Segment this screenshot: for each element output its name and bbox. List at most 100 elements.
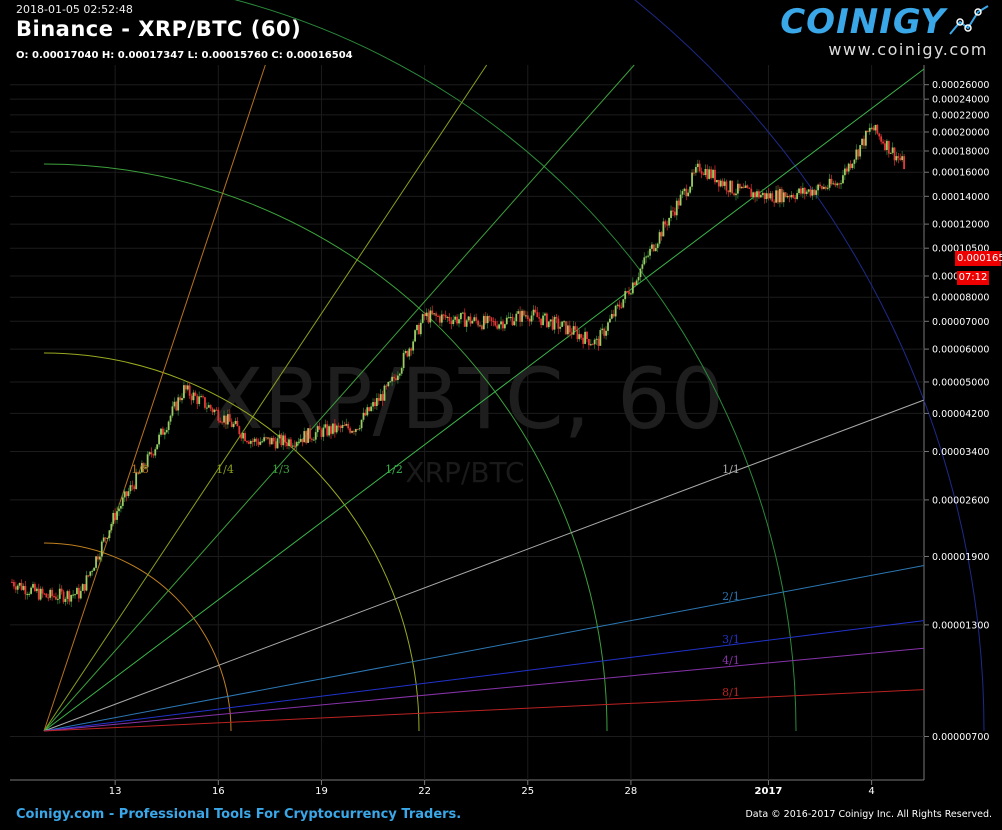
candle-body <box>419 322 422 335</box>
candle-body <box>874 124 877 131</box>
candle-body <box>887 140 890 154</box>
candle-body <box>469 316 472 324</box>
candle-body <box>769 193 772 199</box>
candle-body <box>775 190 778 203</box>
candle-body <box>261 441 264 443</box>
gann-fan-line <box>43 68 925 732</box>
candle-body <box>700 171 703 174</box>
candle-body <box>557 318 560 329</box>
candle-body <box>758 191 760 198</box>
candle-body <box>64 598 67 602</box>
candle-body <box>673 211 676 216</box>
candle-body <box>509 316 512 318</box>
candle-body <box>631 282 634 294</box>
candle-body <box>332 423 334 434</box>
price-tick-label: 0.00014000 <box>932 192 989 203</box>
candle-body <box>188 385 191 396</box>
candle-body <box>853 159 856 164</box>
candle-body <box>444 314 447 318</box>
candle-body <box>505 317 508 325</box>
candle-body <box>102 537 105 542</box>
candle-body <box>523 310 525 316</box>
candle-body <box>412 341 415 351</box>
candle-body <box>116 511 118 520</box>
candle-body <box>238 426 241 435</box>
candle-body <box>475 317 478 321</box>
candle-body <box>786 196 789 198</box>
price-tick-label: 0.00010500 <box>932 244 989 255</box>
candle-body <box>93 567 96 571</box>
gann-arc <box>43 542 232 732</box>
candle-body <box>385 385 388 387</box>
candle-body <box>723 181 726 186</box>
candle-body <box>163 432 166 435</box>
candle-body <box>532 309 535 316</box>
gann-fan-line <box>43 647 925 732</box>
candle-body <box>282 435 285 446</box>
time-tick-label: 4 <box>868 786 874 797</box>
time-axis[interactable]: 13 16 19 22 25 28 2017 4 <box>109 780 875 797</box>
candle-body <box>719 180 722 187</box>
candle-body <box>24 585 27 595</box>
candle-body <box>817 184 820 191</box>
candle-body <box>725 181 728 191</box>
candle-body <box>427 312 430 323</box>
candle-body <box>840 183 842 185</box>
price-tick-label: 0.00001900 <box>932 552 989 563</box>
candle-body <box>135 472 138 490</box>
candle-body <box>383 385 386 401</box>
candle-body <box>792 194 795 198</box>
candle-body <box>666 224 669 226</box>
candle-body <box>528 319 531 322</box>
candle-body <box>152 454 155 456</box>
candle-body <box>104 537 107 539</box>
candle-body <box>280 434 283 446</box>
candles <box>11 123 905 608</box>
candle-body <box>559 326 562 329</box>
price-tick-label: 0.00000700 <box>932 732 989 743</box>
time-tick-label: 22 <box>418 786 431 797</box>
candle-body <box>677 200 680 206</box>
candle-body <box>481 325 483 330</box>
logo-chart-icon <box>949 5 989 35</box>
candle-body <box>184 385 187 390</box>
candle-body <box>815 190 818 195</box>
candle-body <box>857 149 860 157</box>
gann-fan-label: 8/1 <box>722 686 740 699</box>
price-tick-label: 0.00012000 <box>932 220 989 231</box>
candle-body <box>843 168 846 176</box>
candle-body <box>244 433 246 442</box>
watermark-main: XRP/BTC, 60 <box>206 350 724 448</box>
price-tick-label: 0.00003400 <box>932 447 989 458</box>
candle-body <box>492 321 495 323</box>
candle-body <box>26 594 29 596</box>
gann-fan-line <box>43 64 266 732</box>
candle-body <box>125 491 128 497</box>
candle-body <box>381 394 384 401</box>
price-tick-label: 0.00007000 <box>932 317 989 328</box>
candle-body <box>198 396 201 404</box>
candle-body <box>555 316 558 319</box>
candle-body <box>366 407 369 416</box>
candle-body <box>761 192 764 196</box>
candle-body <box>586 331 588 340</box>
price-tick-label: 0.00001300 <box>932 620 989 631</box>
candle-body <box>349 428 352 433</box>
candle-body <box>106 537 109 539</box>
candle-body <box>828 178 831 188</box>
candle-body <box>587 339 590 346</box>
ohlc-readout: O: 0.00017040 H: 0.00017347 L: 0.0001576… <box>16 50 353 61</box>
candle-body <box>303 431 306 443</box>
candle-body <box>215 409 218 411</box>
candle-body <box>118 508 120 512</box>
coinigy-logo[interactable]: COINIGY www.coinigy.com <box>780 2 990 60</box>
candle-body <box>368 407 371 412</box>
candle-body <box>351 431 353 433</box>
candle-body <box>398 373 401 376</box>
candle-body <box>639 268 642 278</box>
time-tick-label: 19 <box>315 786 328 797</box>
price-tick-label: 0.00008000 <box>932 293 989 304</box>
footer-tagline[interactable]: Coinigy.com - Professional Tools For Cry… <box>16 807 462 822</box>
candle-body <box>16 585 19 590</box>
